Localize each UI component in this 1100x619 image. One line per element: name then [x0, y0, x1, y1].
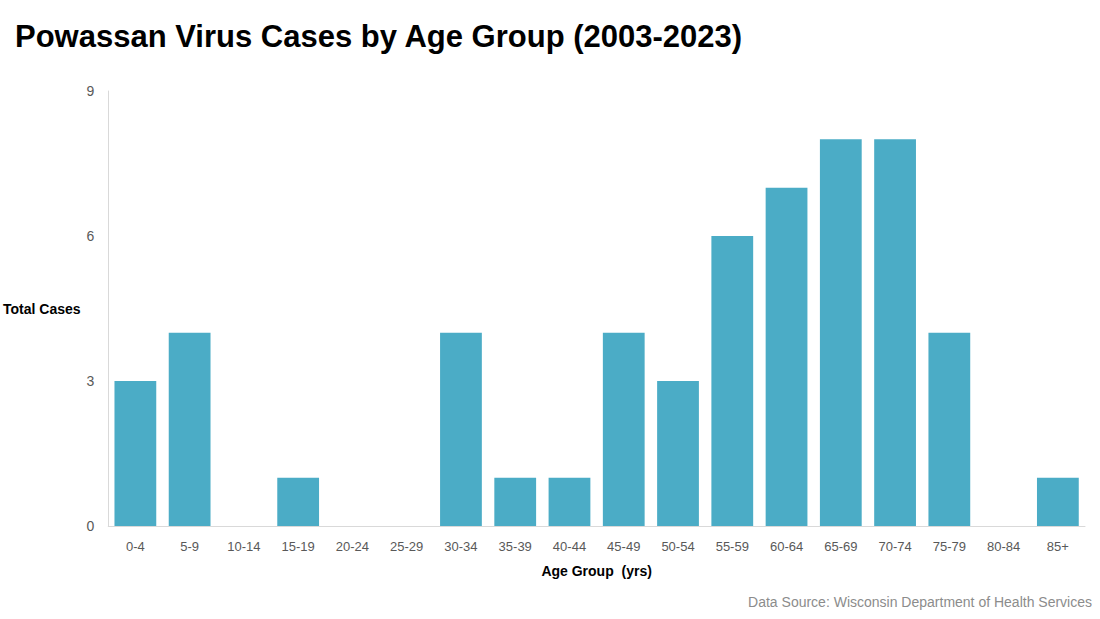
svg-text:9: 9: [86, 83, 94, 99]
svg-text:6: 6: [86, 228, 94, 244]
svg-text:45-49: 45-49: [607, 539, 640, 554]
svg-text:50-54: 50-54: [661, 539, 694, 554]
svg-text:80-84: 80-84: [987, 539, 1020, 554]
svg-text:Powassan Virus Cases by Age Gr: Powassan Virus Cases by Age Group (2003-…: [15, 19, 742, 54]
svg-text:40-44: 40-44: [553, 539, 586, 554]
svg-text:5-9: 5-9: [180, 539, 199, 554]
svg-text:Age Group (yrs): Age Group (yrs): [541, 563, 651, 579]
svg-text:0-4: 0-4: [126, 539, 145, 554]
svg-text:70-74: 70-74: [878, 539, 911, 554]
svg-text:0: 0: [86, 518, 94, 534]
svg-text:3: 3: [86, 373, 94, 389]
svg-text:20-24: 20-24: [336, 539, 369, 554]
svg-text:25-29: 25-29: [390, 539, 423, 554]
svg-text:85+: 85+: [1047, 539, 1069, 554]
svg-text:60-64: 60-64: [770, 539, 803, 554]
svg-text:35-39: 35-39: [499, 539, 532, 554]
svg-text:Data Source: Wisconsin Departm: Data Source: Wisconsin Department of Hea…: [748, 594, 1092, 610]
svg-text:55-59: 55-59: [716, 539, 749, 554]
svg-text:15-19: 15-19: [282, 539, 315, 554]
svg-text:30-34: 30-34: [444, 539, 477, 554]
svg-text:65-69: 65-69: [824, 539, 857, 554]
svg-text:Total Cases: Total Cases: [3, 301, 81, 317]
svg-text:75-79: 75-79: [933, 539, 966, 554]
svg-text:10-14: 10-14: [227, 539, 260, 554]
